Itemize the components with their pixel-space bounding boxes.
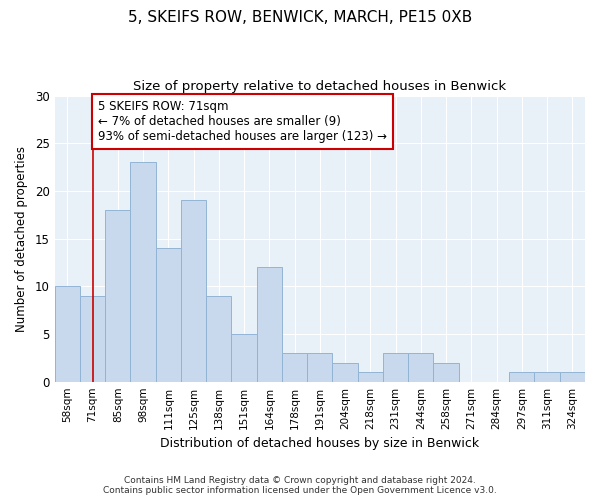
Text: 5 SKEIFS ROW: 71sqm
← 7% of detached houses are smaller (9)
93% of semi-detached: 5 SKEIFS ROW: 71sqm ← 7% of detached hou… bbox=[98, 100, 386, 144]
Y-axis label: Number of detached properties: Number of detached properties bbox=[15, 146, 28, 332]
Bar bbox=[358, 372, 383, 382]
Bar bbox=[130, 162, 155, 382]
Bar bbox=[332, 362, 358, 382]
X-axis label: Distribution of detached houses by size in Benwick: Distribution of detached houses by size … bbox=[160, 437, 479, 450]
Bar bbox=[181, 200, 206, 382]
Bar bbox=[433, 362, 459, 382]
Bar bbox=[257, 267, 282, 382]
Bar bbox=[232, 334, 257, 382]
Bar bbox=[307, 353, 332, 382]
Text: 5, SKEIFS ROW, BENWICK, MARCH, PE15 0XB: 5, SKEIFS ROW, BENWICK, MARCH, PE15 0XB bbox=[128, 10, 472, 25]
Bar bbox=[408, 353, 433, 382]
Bar bbox=[560, 372, 585, 382]
Bar bbox=[535, 372, 560, 382]
Bar bbox=[105, 210, 130, 382]
Bar bbox=[509, 372, 535, 382]
Title: Size of property relative to detached houses in Benwick: Size of property relative to detached ho… bbox=[133, 80, 506, 93]
Bar bbox=[155, 248, 181, 382]
Bar bbox=[282, 353, 307, 382]
Text: Contains HM Land Registry data © Crown copyright and database right 2024.
Contai: Contains HM Land Registry data © Crown c… bbox=[103, 476, 497, 495]
Bar bbox=[383, 353, 408, 382]
Bar bbox=[80, 296, 105, 382]
Bar bbox=[55, 286, 80, 382]
Bar bbox=[206, 296, 232, 382]
